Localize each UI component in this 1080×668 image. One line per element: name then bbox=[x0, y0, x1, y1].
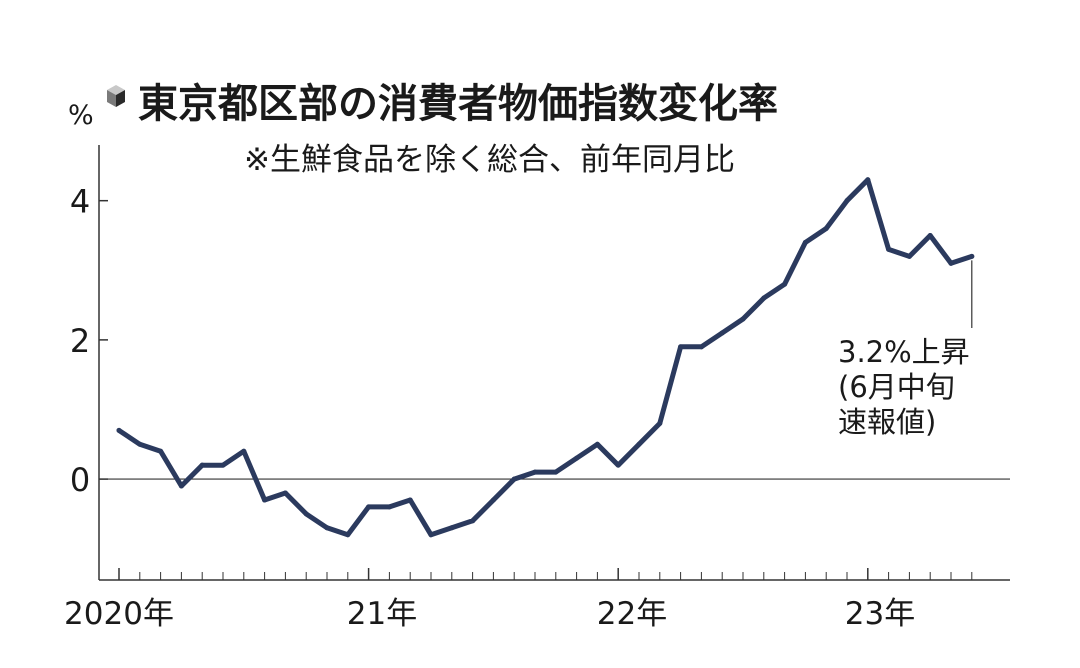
data-point bbox=[553, 469, 559, 475]
data-point bbox=[282, 490, 288, 496]
data-point bbox=[470, 518, 476, 524]
data-point bbox=[574, 455, 580, 461]
data-point bbox=[116, 427, 122, 433]
data-point bbox=[594, 441, 600, 447]
chart-subtitle: ※生鮮食品を除く総合、前年同月比 bbox=[244, 142, 735, 178]
data-point bbox=[449, 525, 455, 531]
data-point bbox=[532, 469, 538, 475]
data-point bbox=[428, 532, 434, 538]
y-tick-label: 4 bbox=[70, 183, 90, 221]
data-point bbox=[636, 441, 642, 447]
data-point bbox=[407, 497, 413, 503]
data-point bbox=[927, 232, 933, 238]
data-point bbox=[844, 198, 850, 204]
data-point bbox=[740, 316, 746, 322]
annotation-label: 速報値) bbox=[838, 405, 936, 439]
y-tick-label: 0 bbox=[70, 461, 90, 499]
x-tick-label: 21年 bbox=[347, 596, 417, 632]
data-point bbox=[948, 260, 954, 266]
annotation-label: (6月中旬 bbox=[838, 370, 955, 404]
data-point bbox=[678, 344, 684, 350]
y-axis-unit-label: % bbox=[68, 100, 94, 131]
data-point bbox=[324, 525, 330, 531]
data-point bbox=[615, 462, 621, 468]
data-point bbox=[906, 253, 912, 259]
data-point bbox=[782, 281, 788, 287]
data-point bbox=[698, 344, 704, 350]
data-point bbox=[802, 239, 808, 245]
data-point bbox=[886, 246, 892, 252]
x-tick-label: 23年 bbox=[845, 596, 915, 632]
data-point bbox=[386, 504, 392, 510]
title-icon bbox=[107, 85, 125, 107]
data-point bbox=[490, 497, 496, 503]
data-point bbox=[137, 441, 143, 447]
data-point bbox=[345, 532, 351, 538]
series-line bbox=[116, 177, 975, 538]
data-point bbox=[220, 462, 226, 468]
data-point bbox=[719, 330, 725, 336]
x-tick-label: 22年 bbox=[597, 596, 667, 632]
annotation-label: 3.2%上昇 bbox=[838, 335, 970, 369]
y-tick-label: 2 bbox=[70, 322, 90, 360]
data-point bbox=[761, 295, 767, 301]
data-point bbox=[178, 483, 184, 489]
data-point bbox=[366, 504, 372, 510]
data-point bbox=[158, 448, 164, 454]
data-point bbox=[823, 226, 829, 232]
data-point bbox=[262, 497, 268, 503]
x-tick-label: 2020年 bbox=[64, 596, 174, 632]
data-point bbox=[865, 177, 871, 183]
data-point bbox=[241, 448, 247, 454]
data-point bbox=[199, 462, 205, 468]
data-point bbox=[303, 511, 309, 517]
data-point bbox=[657, 420, 663, 426]
chart-title: 東京都区部の消費者物価指数変化率 bbox=[138, 81, 778, 127]
data-point bbox=[511, 476, 517, 482]
data-point bbox=[969, 253, 975, 259]
